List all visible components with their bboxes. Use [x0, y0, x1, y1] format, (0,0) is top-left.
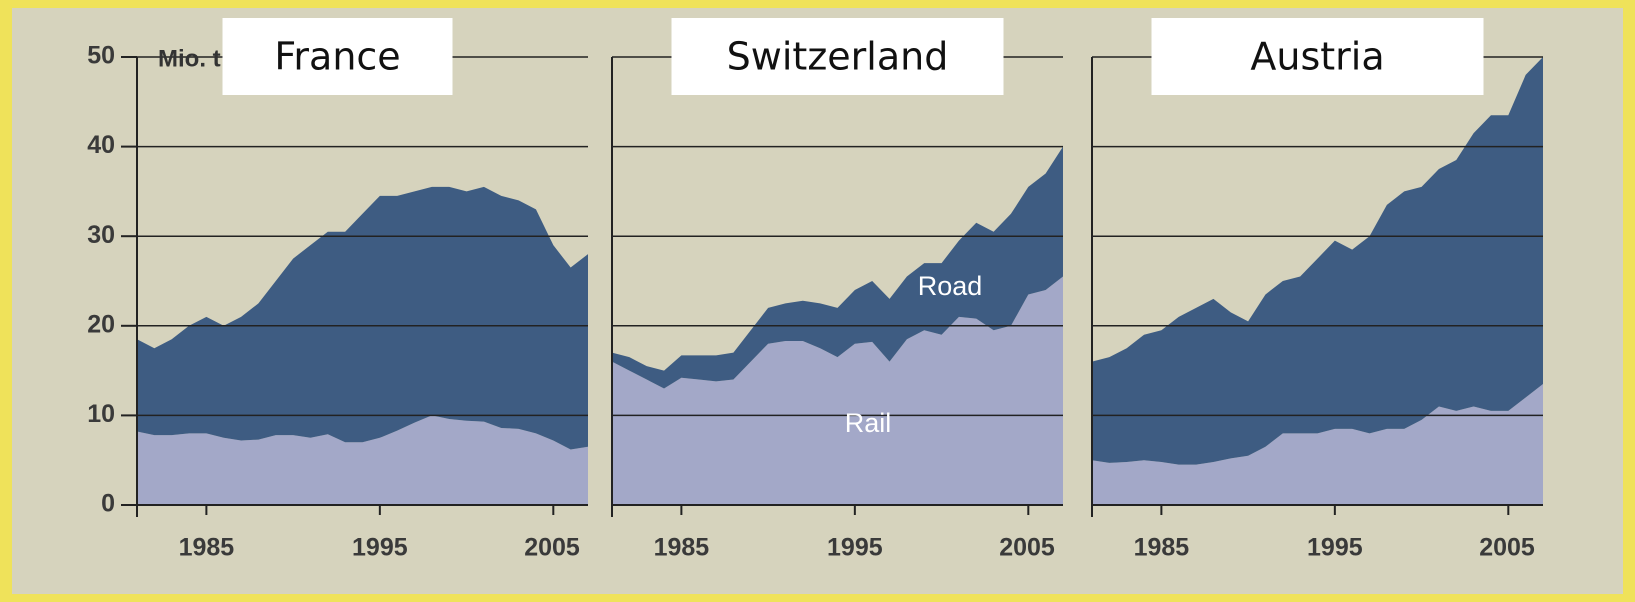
area: [1092, 57, 1543, 465]
x-tick-label: 1995: [1307, 534, 1363, 562]
x-tick-label: 1995: [352, 534, 408, 562]
y-tick-label: 40: [87, 131, 115, 159]
annotation: Mio. t: [158, 45, 221, 72]
y-tick-label: 20: [87, 310, 115, 338]
x-tick-label: 1995: [827, 534, 883, 562]
chart-title: Austria: [1250, 35, 1384, 79]
x-tick-label: 2005: [1479, 534, 1535, 562]
x-tick-label: 2005: [999, 534, 1055, 562]
area: [1092, 384, 1543, 505]
x-tick-label: 1985: [1134, 534, 1190, 562]
y-tick-label: 50: [87, 42, 115, 70]
title-box: [671, 18, 1004, 95]
chart-title: France: [274, 35, 400, 79]
series-label: Rail: [845, 408, 892, 438]
y-tick-label: 10: [87, 400, 115, 428]
area: [612, 146, 1063, 389]
x-tick-label: 1985: [179, 534, 235, 562]
title-box: [222, 18, 453, 95]
area: [612, 276, 1063, 505]
area: [137, 415, 588, 505]
chart-title: Switzerland: [727, 35, 949, 79]
area: [137, 186, 588, 450]
x-tick-label: 1985: [654, 534, 710, 562]
title-box: [1151, 18, 1484, 95]
series-label: Road: [918, 271, 983, 301]
x-tick-label: 2005: [524, 534, 580, 562]
y-tick-label: 30: [87, 221, 115, 249]
y-tick-label: 0: [101, 490, 115, 518]
